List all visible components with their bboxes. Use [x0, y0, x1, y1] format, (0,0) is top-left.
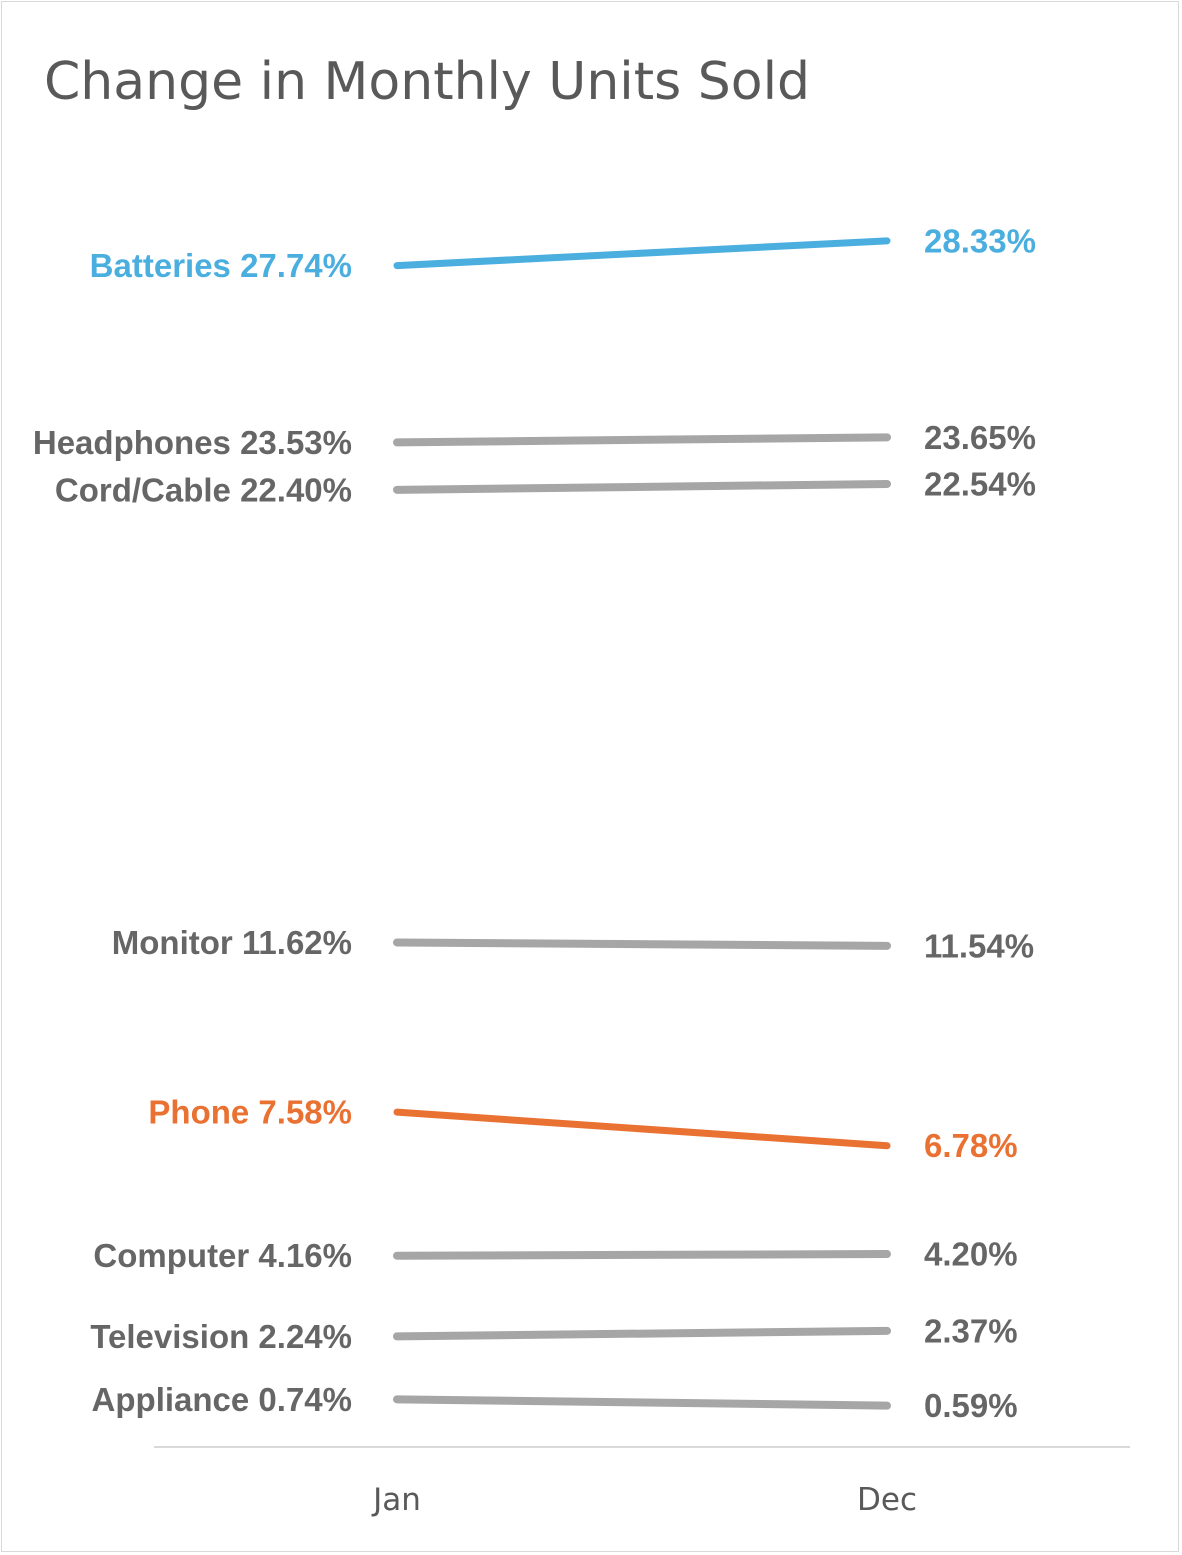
- series-line-batteries: [393, 237, 891, 270]
- x-tick-dec: Dec: [857, 1482, 917, 1518]
- end-label-headphones: 23.65%: [924, 419, 1036, 456]
- series-line-television: [393, 1326, 891, 1341]
- series-line-phone: [393, 1108, 891, 1150]
- end-label-phone: 6.78%: [924, 1127, 1018, 1164]
- start-label-appliance: Appliance 0.74%: [92, 1381, 352, 1418]
- end-label-computer: 4.20%: [924, 1236, 1018, 1273]
- x-axis-ticks: Jan Dec: [371, 1482, 917, 1518]
- x-tick-jan: Jan: [371, 1482, 421, 1518]
- end-label-cord-cable: 22.54%: [924, 465, 1036, 502]
- end-label-appliance: 0.59%: [924, 1387, 1018, 1424]
- series-line-monitor: [393, 938, 891, 950]
- start-label-monitor: Monitor 11.62%: [112, 924, 352, 961]
- start-label-batteries: Batteries 27.74%: [90, 247, 352, 284]
- series-layer: Batteries 27.74% 28.33% Headphones 23.53% 2…: [33, 222, 1036, 1424]
- series-line-headphones: [393, 433, 891, 447]
- end-label-batteries: 28.33%: [924, 222, 1036, 259]
- end-label-monitor: 11.54%: [924, 927, 1034, 964]
- series-line-appliance: [393, 1395, 891, 1410]
- chart-title: Change in Monthly Units Sold: [44, 52, 811, 112]
- start-label-phone: Phone 7.58%: [148, 1094, 352, 1131]
- end-label-television: 2.37%: [924, 1312, 1018, 1349]
- series-line-computer: [393, 1250, 891, 1260]
- start-label-television: Television 2.24%: [90, 1318, 352, 1355]
- series-line-cord-cable: [393, 479, 891, 494]
- start-label-computer: Computer 4.16%: [93, 1237, 352, 1274]
- start-label-headphones: Headphones 23.53%: [33, 424, 352, 461]
- start-label-cord-cable: Cord/Cable 22.40%: [55, 471, 352, 508]
